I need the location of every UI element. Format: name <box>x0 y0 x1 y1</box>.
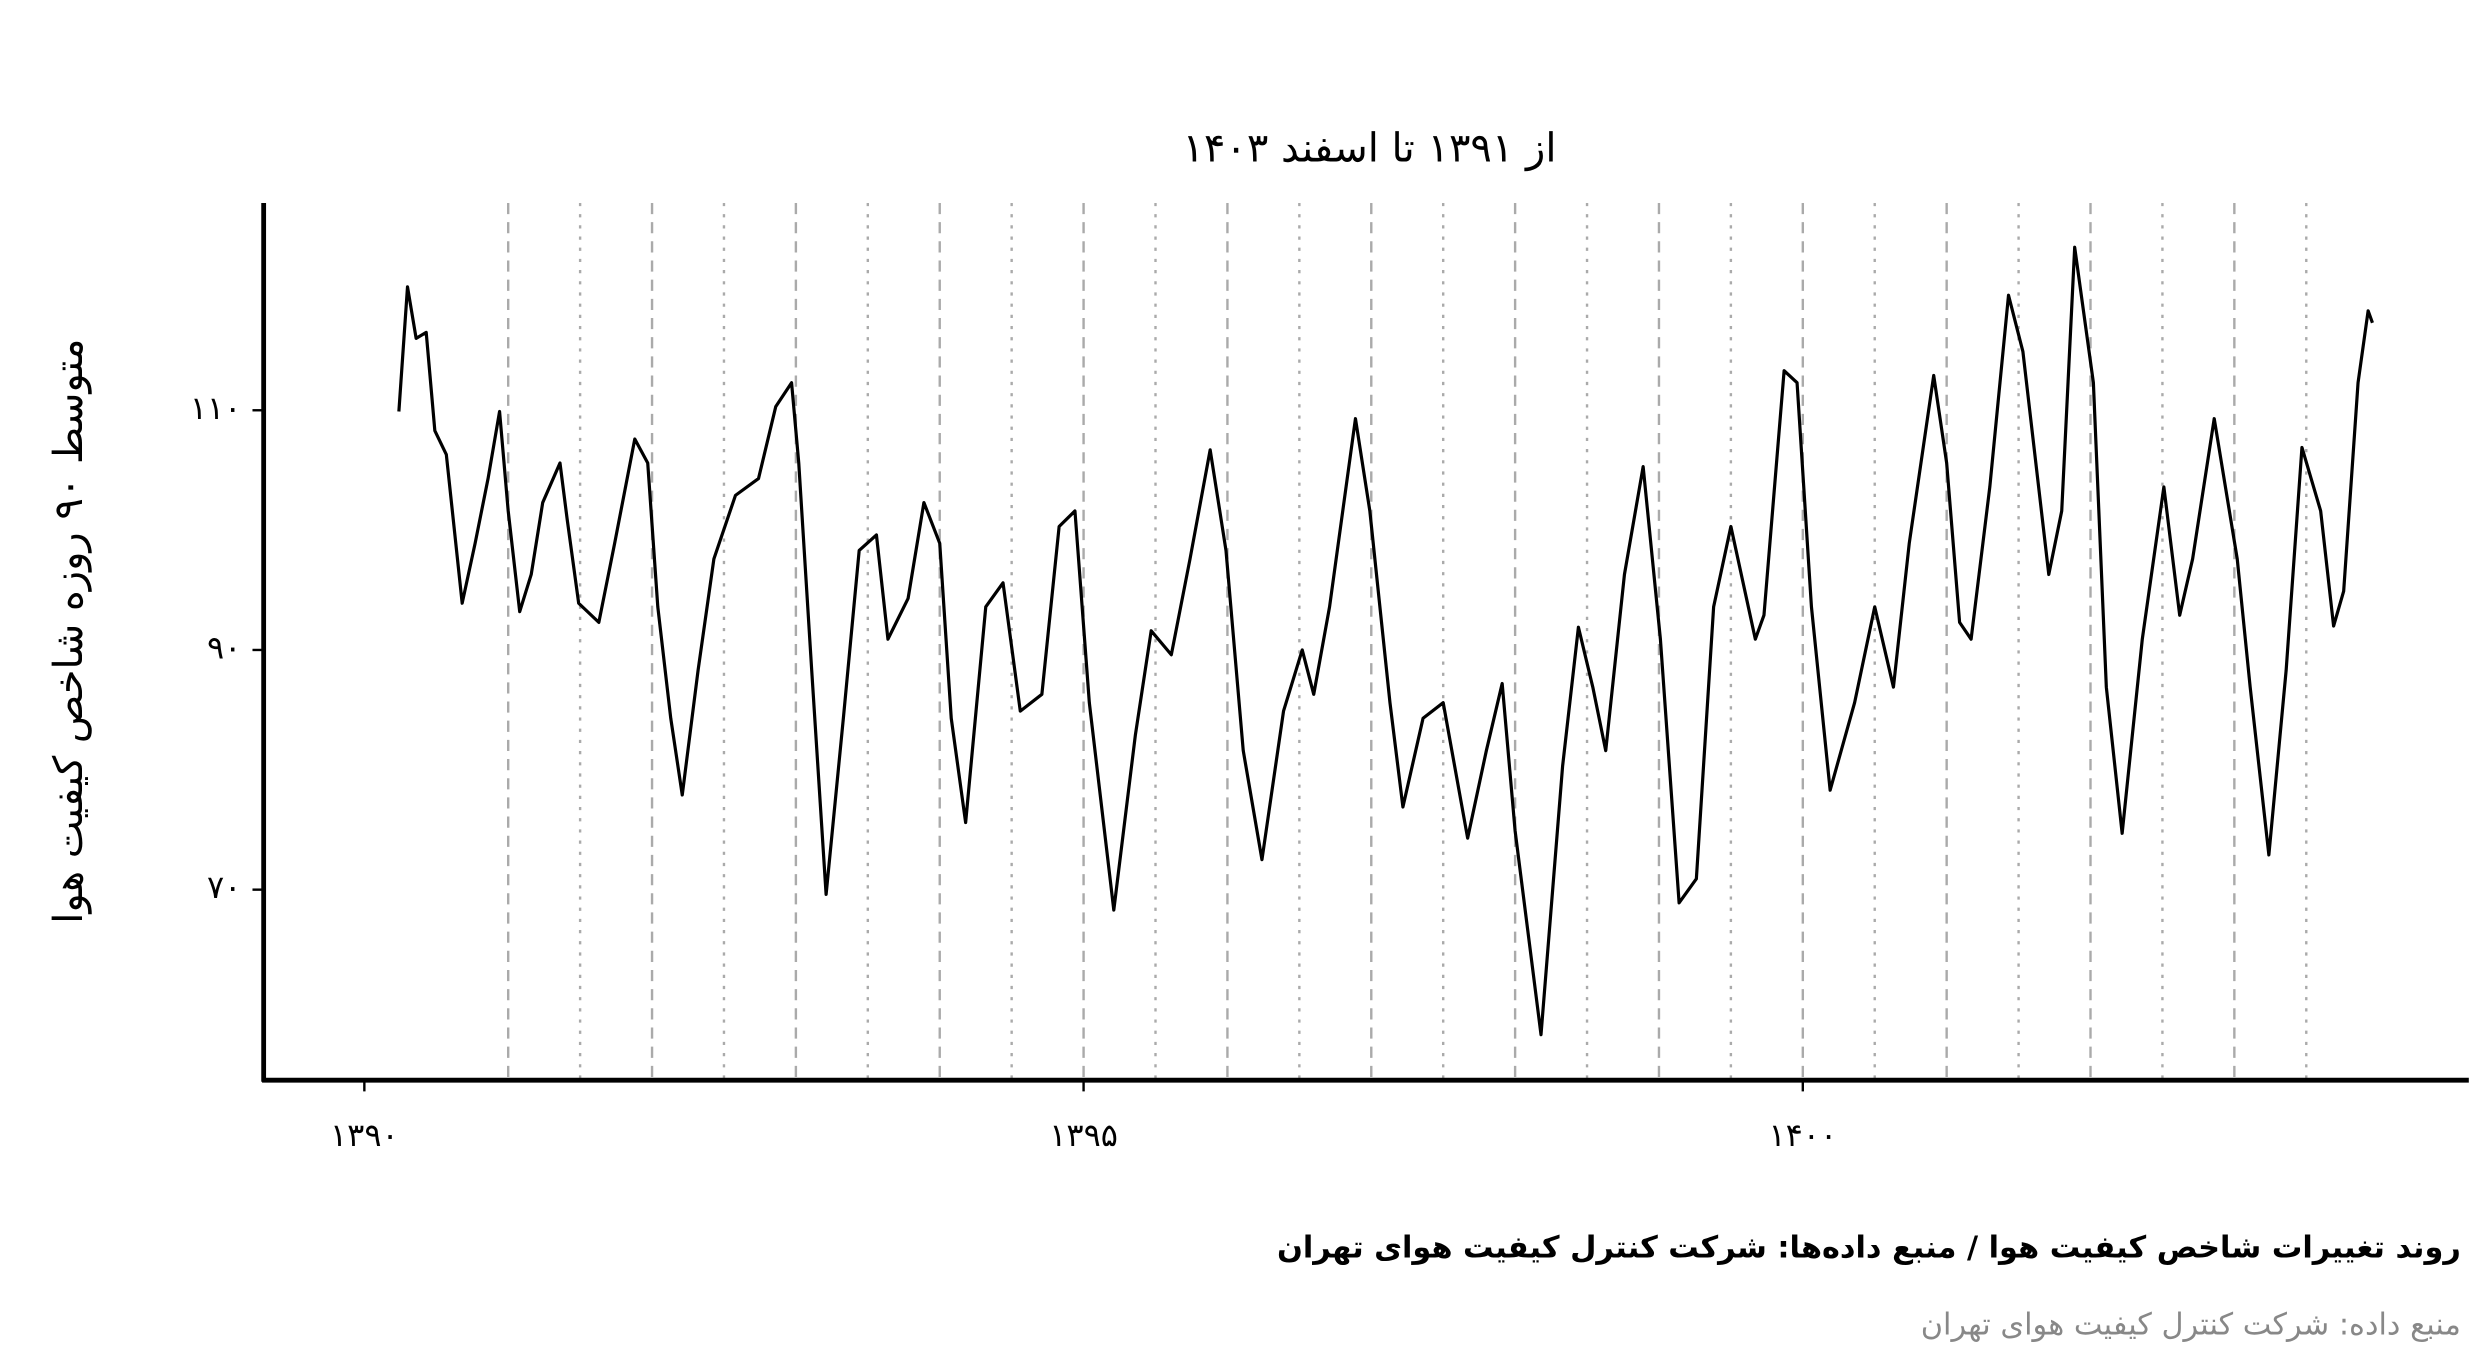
source: منبع داده: شرکت کنترل کیفیت هوای تهران <box>1920 1307 2461 1343</box>
x-tick-label: ۱۴۰۰ <box>1768 1116 1837 1154</box>
y-axis-label: متوسط ۹۰ روزه شاخص کیفیت هوا <box>46 339 92 924</box>
x-tick-label: ۱۳۹۰ <box>330 1116 399 1154</box>
x-tick-label: ۱۳۹۵ <box>1049 1116 1118 1154</box>
y-tick-label: ۱۱۰ <box>190 389 241 427</box>
chart-title: از ۱۳۹۱ تا اسفند ۱۴۰۳ <box>1182 124 1557 171</box>
y-tick-label: ۹۰ <box>207 628 241 666</box>
y-tick-label: ۷۰ <box>207 868 241 906</box>
caption: روند تغییرات شاخص کیفیت هوا / منبع داده‌… <box>1276 1230 2461 1266</box>
data-line <box>397 245 2374 1037</box>
